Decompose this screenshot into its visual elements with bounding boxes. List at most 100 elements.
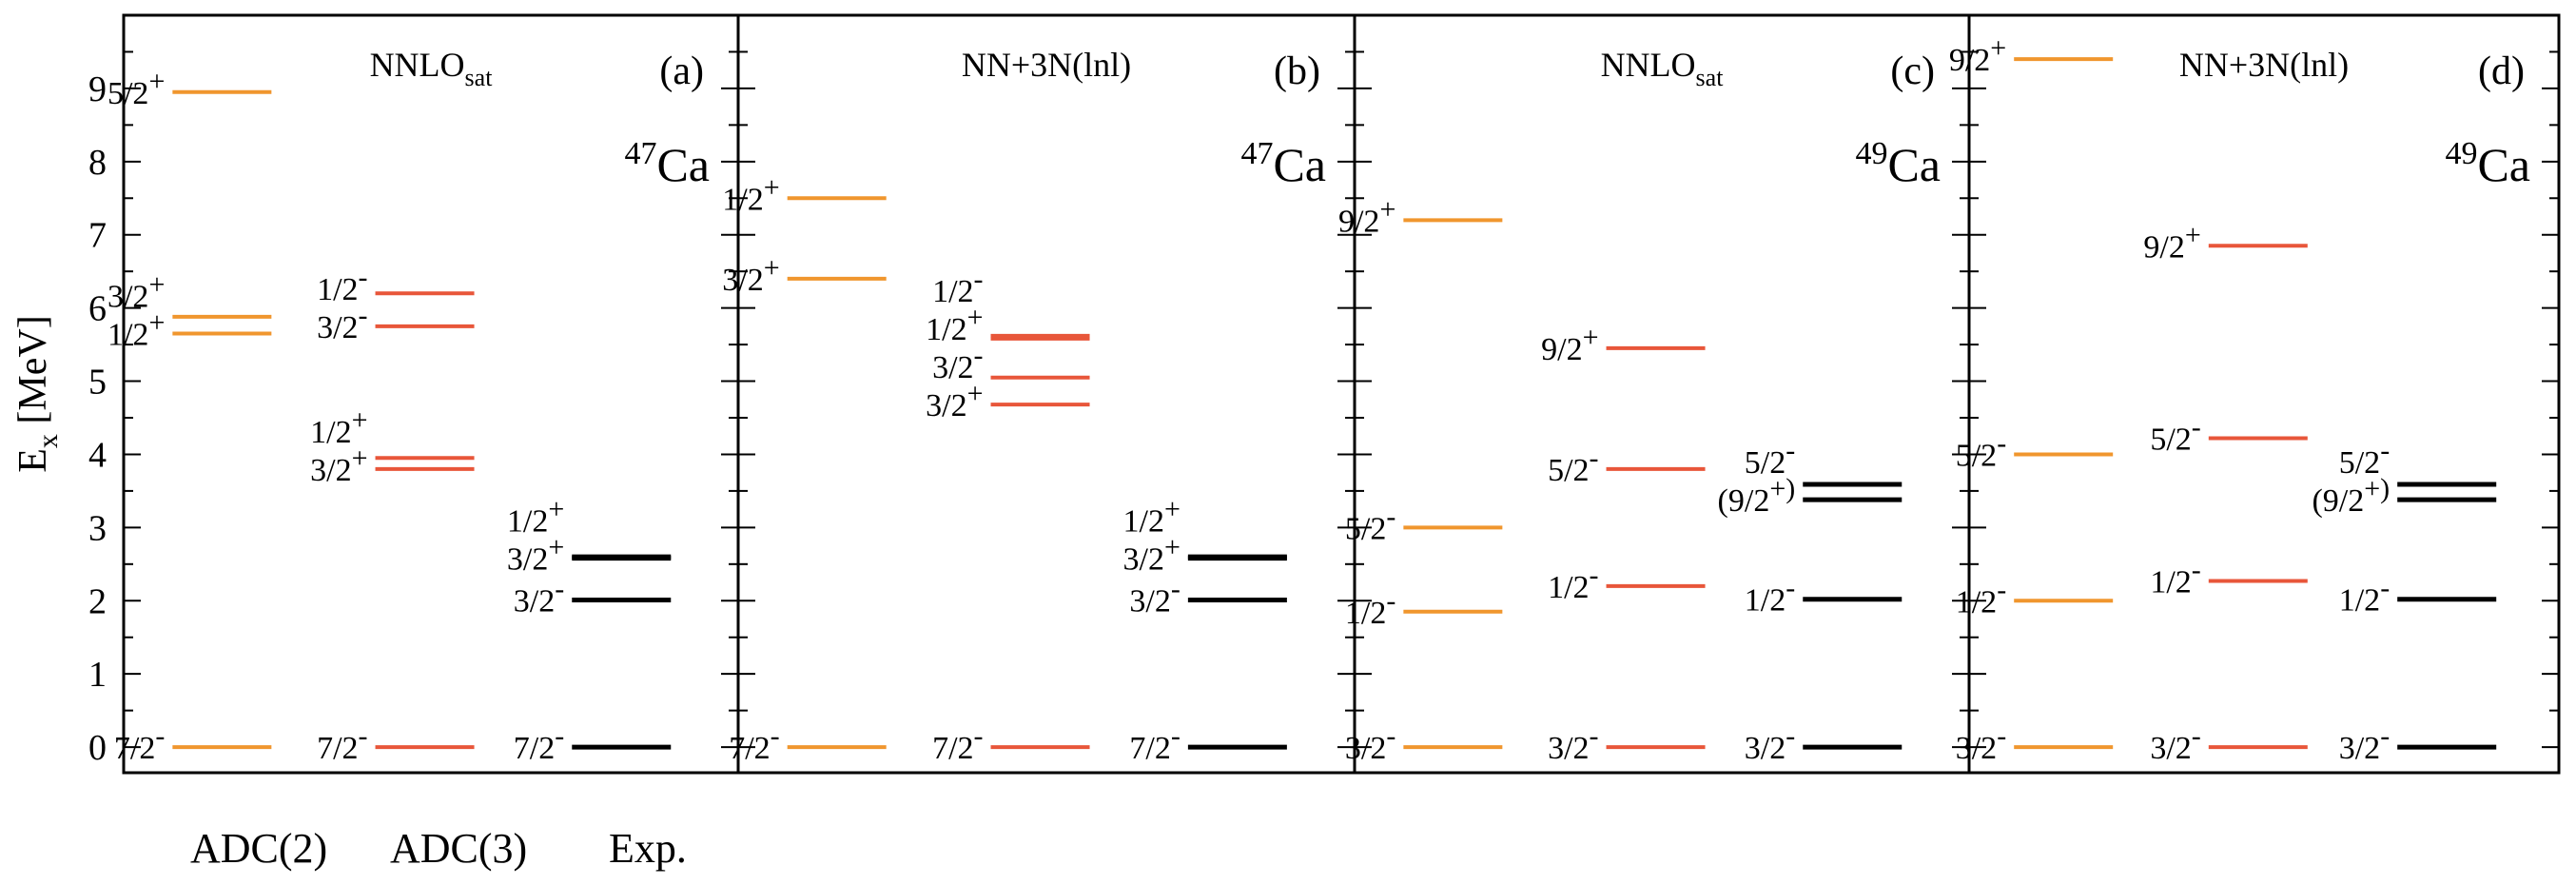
level-spin: 5/2	[1745, 445, 1786, 481]
y-tick-label: 2	[88, 581, 107, 621]
level-label: 3/2-	[317, 300, 367, 345]
level-label: 1/2+	[1123, 494, 1181, 540]
level-parity: +)	[2364, 473, 2390, 504]
level-spin: 1/2	[310, 415, 351, 450]
y-tick-label: 1	[88, 655, 107, 695]
level-label: 1/2+	[310, 404, 367, 450]
level-spin: 3/2	[2339, 731, 2380, 766]
level-label: 3/2-	[932, 340, 983, 385]
y-tick-label: 0	[88, 728, 107, 768]
level-spin: 7/2	[729, 731, 770, 766]
level-spin: 1/2	[2150, 565, 2191, 600]
level-label: 3/2+	[1123, 532, 1181, 578]
level-parity: -	[2192, 555, 2201, 586]
panel-tag: (d)	[2478, 49, 2525, 93]
y-tick-label: 6	[88, 289, 107, 329]
interaction-name: NNLO	[1601, 46, 1696, 84]
level-parity: +)	[1769, 473, 1795, 504]
level-parity: +	[148, 269, 165, 301]
panel-b: NN+3N(lnl) (b)47Ca7/2-3/2+1/2+7/2-3/2+3/2…	[722, 13, 1356, 775]
level-label: 3/2-	[1956, 720, 2006, 766]
level-label: 5/2-	[1745, 435, 1795, 481]
nucleus-mass-number: 49	[2445, 136, 2477, 171]
level-label: 1/2-	[317, 262, 367, 307]
panel-tag: (b)	[1274, 49, 1320, 93]
level-spin: 3/2	[514, 583, 555, 619]
y-axis-title: Ex [MeV]	[11, 315, 64, 472]
panel-frame	[1353, 13, 1971, 775]
level-parity: +	[764, 171, 780, 203]
level-parity: +	[967, 378, 984, 409]
level-parity: -	[1786, 720, 1795, 752]
level-label: (9/2+)	[2312, 473, 2390, 519]
level-parity: +	[2185, 219, 2201, 250]
nucleus-symbol: Ca	[1273, 138, 1326, 191]
level-spin: 5/2	[2339, 445, 2380, 481]
level-spin: 3/2	[722, 263, 763, 298]
level-spin: 9/2	[2143, 229, 2184, 265]
legend-adc3: ADC(3)	[390, 825, 527, 872]
level-label: 1/2+	[926, 302, 983, 347]
level-spin: 3/2	[1548, 731, 1589, 766]
nucleus-label: 47Ca	[1240, 136, 1326, 191]
level-spin: 3/2	[317, 310, 358, 345]
level-parity: -	[2380, 573, 2390, 604]
y-axis-title-unit: [MeV]	[11, 315, 55, 434]
level-parity: +	[548, 532, 564, 563]
level-label: 3/2-	[1548, 720, 1598, 766]
legend: ADC(2) ADC(3) Exp.	[190, 825, 687, 872]
level-label: 5/2-	[1345, 501, 1395, 546]
level-spin: 3/2	[2150, 731, 2191, 766]
level-parity: +	[967, 302, 984, 333]
y-tick-label: 5	[88, 363, 107, 403]
level-parity: -	[1997, 427, 2006, 459]
level-spin: 1/2	[1548, 570, 1589, 605]
level-spin: 1/2	[1956, 584, 1997, 620]
level-label: 5/2-	[1548, 442, 1598, 488]
panel-frame	[736, 13, 1356, 775]
level-label: 7/2-	[514, 720, 564, 766]
nucleus-symbol: Ca	[1887, 138, 1941, 191]
level-label: 1/2-	[1345, 585, 1395, 631]
panel-a: NNLOsat (a)47Ca7/2-1/2+3/2+5/2+7/2-3/2+1/…	[107, 13, 740, 775]
level-parity: -	[359, 300, 368, 331]
nucleus-symbol: Ca	[656, 138, 710, 191]
level-label: 1/2+	[107, 307, 165, 353]
level-parity: +	[1583, 322, 1599, 353]
level-label: 5/2+	[107, 66, 165, 111]
level-spin: 1/2	[932, 274, 973, 309]
interaction-name: NN+3N(lnl)	[2179, 46, 2349, 84]
level-parity: -	[2192, 412, 2201, 443]
level-parity: -	[1386, 501, 1395, 532]
panel-d: NN+3N(lnl) (d)49Ca3/2-1/2-5/2-9/2+3/2-1/2…	[1949, 13, 2561, 775]
level-label: 3/2-	[1129, 573, 1180, 619]
panels: NNLOsat (a)47Ca7/2-1/2+3/2+5/2+7/2-3/2+1/…	[107, 13, 2561, 775]
level-spin: 5/2	[1956, 438, 1997, 473]
level-spin: 7/2	[514, 731, 555, 766]
level-parity: +	[1164, 494, 1181, 525]
nucleus-mass-number: 49	[1855, 136, 1887, 171]
level-label: 1/2-	[2339, 573, 2390, 619]
level-parity: -	[771, 720, 780, 752]
level-spin: 5/2	[1345, 511, 1386, 546]
legend-exp: Exp.	[609, 825, 687, 872]
level-spin: 1/2	[107, 318, 148, 353]
level-label: 1/2-	[1548, 560, 1598, 605]
level-parity: -	[1590, 442, 1599, 474]
nucleus-mass-number: 47	[1240, 136, 1273, 171]
level-label: 3/2+	[310, 442, 367, 488]
level-parity: -	[359, 262, 368, 293]
level-parity: -	[1590, 720, 1599, 752]
level-label: 9/2+	[1949, 32, 2006, 78]
level-label: 5/2-	[2150, 412, 2200, 458]
level-parity: -	[555, 573, 564, 604]
level-parity: -	[1997, 720, 2006, 752]
level-parity: -	[2380, 435, 2390, 466]
level-spin: 1/2	[722, 182, 763, 217]
level-parity: -	[974, 720, 984, 752]
level-label: 7/2-	[729, 720, 779, 766]
level-spin: (9/2	[1718, 483, 1770, 519]
level-spin: 7/2	[317, 731, 358, 766]
level-spin: 3/2	[1123, 542, 1164, 578]
level-label: 3/2+	[507, 532, 564, 578]
